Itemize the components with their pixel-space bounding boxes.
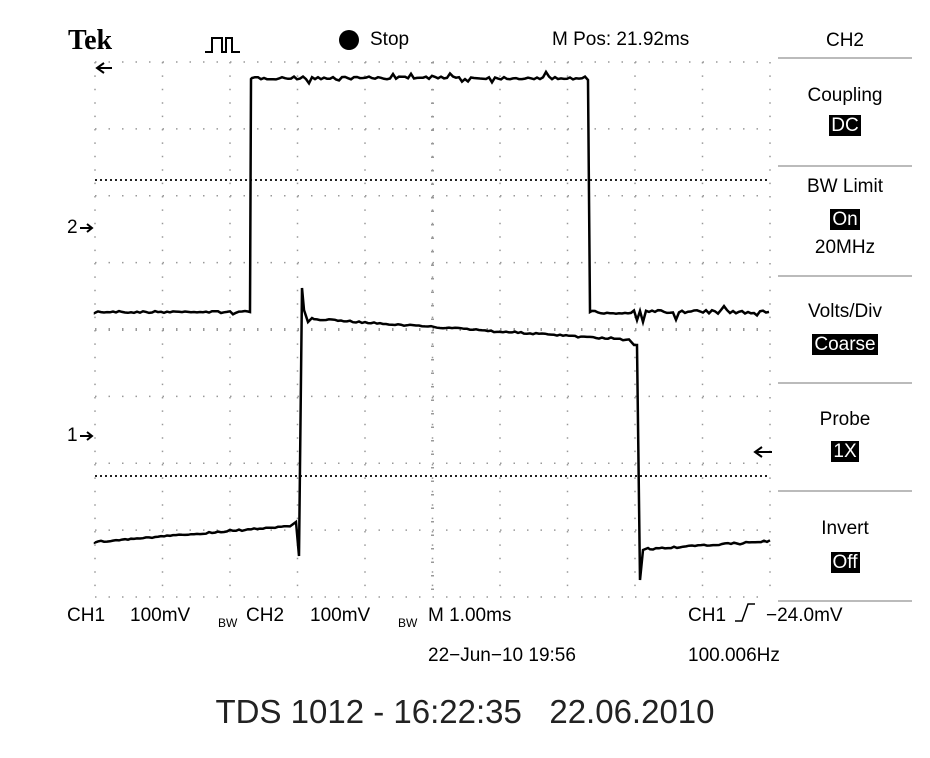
menu-separator [778,600,912,602]
stop-icon [339,30,359,50]
menu-separator [778,490,912,492]
menu-separator [778,382,912,384]
ch2-marker: 2 [67,217,78,238]
menu-label[interactable]: Volts/Div [808,301,882,322]
menu-value-text: DC [829,115,861,136]
menu-value[interactable]: DC [778,114,912,138]
menu-separator [778,57,912,59]
horizontal-position: M Pos: 21.92ms [552,29,690,50]
menu-label[interactable]: Invert [821,518,869,539]
menu-value-text: On [830,209,860,230]
ch2-label: CH2 [246,605,285,626]
position-arrow [95,62,112,74]
menu-value[interactable]: Off [778,551,912,575]
frequency: 100.006Hz [688,645,780,666]
brand: Tek [68,25,113,56]
ch1-scale: 100mV [130,605,191,626]
ch1-bw: BW [218,616,238,630]
trigger-level: −24.0mV [766,605,843,626]
menu-separator [778,165,912,167]
menu-value-text: Coarse [812,334,878,355]
menu-extra: 20MHz [814,237,876,258]
menu-value[interactable]: Coarse [778,333,912,357]
graticule [94,61,771,598]
trigger-level-arrow [753,446,772,458]
timebase: M 1.00ms [428,605,512,626]
ch1-label: CH1 [67,605,106,626]
menu-title: CH2 [825,30,864,51]
ch2-waveform [93,69,770,327]
ch2-scale: 100mV [310,605,371,626]
ch2-arrow [80,223,94,233]
menu-value-text: Off [830,552,860,573]
slope-icon [735,603,755,622]
trigger-source: CH1 [688,605,727,626]
date: 22−Jun−10 19:56 [428,645,576,666]
caption: TDS 1012 - 16:22:35 22.06.2010 [215,693,715,730]
ch1-marker: 1 [67,425,78,446]
ch2-bw: BW [398,616,418,630]
run-status: Stop [370,29,410,50]
menu-separator [778,275,912,277]
menu-value-text: 1X [831,441,859,462]
menu-label[interactable]: Probe [819,409,871,430]
menu-value[interactable]: 1X [778,440,912,464]
menu-label[interactable]: BW Limit [807,176,883,197]
ch1-arrow [80,431,94,441]
menu-label[interactable]: Coupling [807,85,883,106]
menu-value[interactable]: On [778,208,912,232]
trigger-icon [205,37,240,53]
ch1-waveform [93,287,771,581]
